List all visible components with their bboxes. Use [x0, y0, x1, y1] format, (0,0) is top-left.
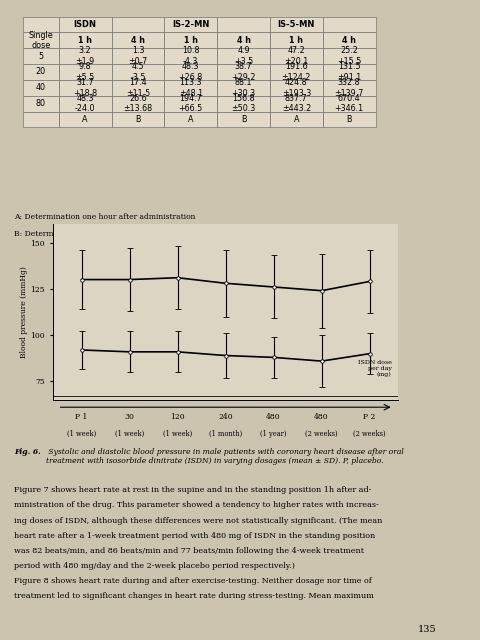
Text: (1 year): (1 year): [260, 430, 287, 438]
Text: ing doses of ISDN, although these differences were not statistically significant: ing doses of ISDN, although these differ…: [14, 516, 383, 525]
Text: 30: 30: [125, 413, 134, 421]
Text: (1 week): (1 week): [67, 430, 96, 438]
Text: B: Determination four hours after administration: B: Determination four hours after admini…: [14, 230, 202, 238]
Text: P 1: P 1: [75, 413, 88, 421]
Text: Systolic and diastolic blood pressure in male patients with coronary heart disea: Systolic and diastolic blood pressure in…: [46, 448, 404, 465]
Y-axis label: Blood pressure (mmHg): Blood pressure (mmHg): [20, 266, 28, 358]
Text: ISDN dose
per day
(mg): ISDN dose per day (mg): [358, 360, 392, 377]
Text: 480: 480: [314, 413, 329, 421]
Text: (2 weeks): (2 weeks): [305, 430, 338, 438]
Text: heart rate after a 1-week treatment period with 480 mg of ISDN in the standing p: heart rate after a 1-week treatment peri…: [14, 532, 376, 540]
Text: Figure 8 shows heart rate during and after exercise-testing. Neither dosage nor : Figure 8 shows heart rate during and aft…: [14, 577, 372, 585]
Text: was 82 beats/min, and 86 beats/min and 77 beats/min following the 4-week treatme: was 82 beats/min, and 86 beats/min and 7…: [14, 547, 364, 555]
Text: 240: 240: [218, 413, 233, 421]
Text: Figure 7 shows heart rate at rest in the supine and in the standing position 1h : Figure 7 shows heart rate at rest in the…: [14, 486, 372, 494]
Text: 135: 135: [418, 625, 437, 634]
Text: P 2: P 2: [363, 413, 376, 421]
Text: A: Determination one hour after administration: A: Determination one hour after administ…: [14, 213, 196, 221]
Text: (1 week): (1 week): [115, 430, 144, 438]
Text: ministration of the drug. This parameter showed a tendency to higher rates with : ministration of the drug. This parameter…: [14, 502, 379, 509]
Text: 120: 120: [170, 413, 185, 421]
Text: treatment led to significant changes in heart rate during stress-testing. Mean m: treatment led to significant changes in …: [14, 592, 374, 600]
Text: 480: 480: [266, 413, 281, 421]
Text: period with 480 mg/day and the 2-week placebo period respectively.): period with 480 mg/day and the 2-week pl…: [14, 562, 295, 570]
Text: Fig. 6.: Fig. 6.: [14, 448, 41, 456]
Text: (2 weeks): (2 weeks): [353, 430, 386, 438]
Text: (1 month): (1 month): [209, 430, 242, 438]
Text: (1 week): (1 week): [163, 430, 192, 438]
